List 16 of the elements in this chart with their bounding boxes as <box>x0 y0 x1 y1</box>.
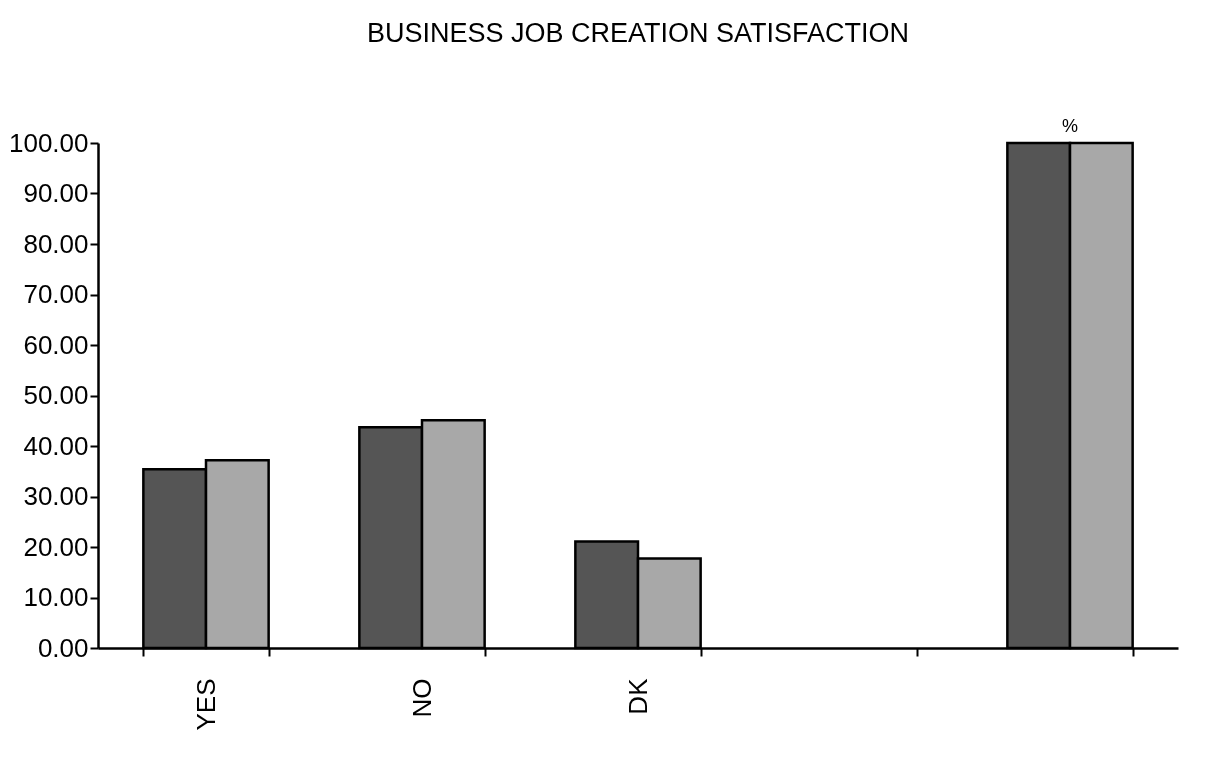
y-tick-label: 20.00 <box>23 531 89 562</box>
y-tick-label: 100.00 <box>8 127 89 158</box>
y-tick-label: 50.00 <box>23 380 89 410</box>
x-tick-label: YES <box>190 678 221 731</box>
x-tick-label: NO <box>406 678 437 718</box>
y-tick-label: 30.00 <box>23 481 89 511</box>
y-tick-label: 40.00 <box>23 430 89 461</box>
y-tick-label: 10.00 <box>23 582 89 612</box>
chart-title: BUSINESS JOB CREATION SATISFACTION <box>366 18 910 48</box>
y-tick-label: 80.00 <box>23 228 89 259</box>
x-tick-label: DK <box>622 677 653 715</box>
y-tick-label: 60.00 <box>23 329 89 360</box>
y-tick-label: 0.00 <box>37 632 89 663</box>
annotation: % <box>1061 116 1079 136</box>
y-tick-label: 70.00 <box>23 279 89 309</box>
y-tick-label: 90.00 <box>23 178 89 208</box>
